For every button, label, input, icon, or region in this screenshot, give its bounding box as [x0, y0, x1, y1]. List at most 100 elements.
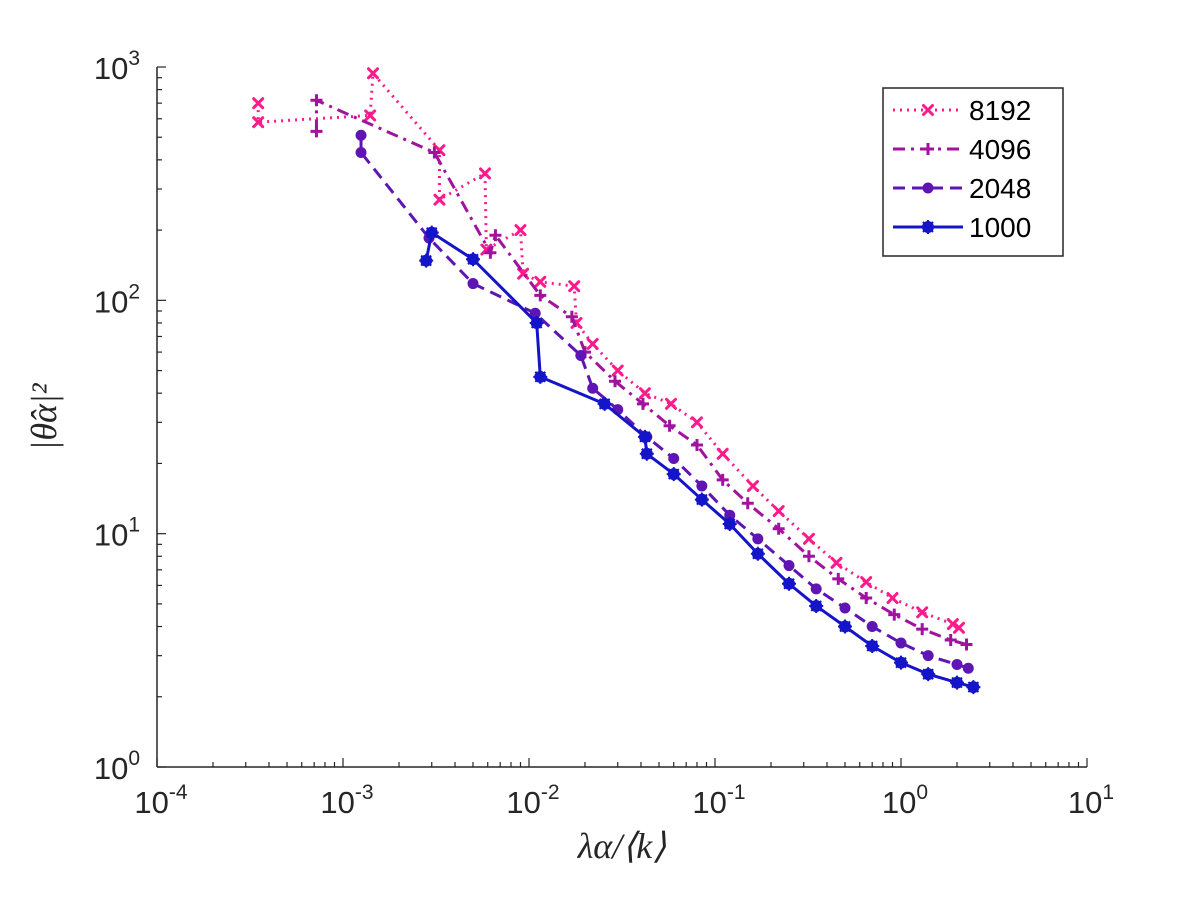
- x-tick-label: 100: [882, 781, 928, 820]
- data-point: [946, 618, 959, 631]
- data-point: [355, 129, 367, 141]
- data-point: [586, 337, 599, 350]
- legend-label: 4096: [969, 134, 1031, 165]
- data-point: [364, 109, 377, 122]
- data-point: [752, 533, 764, 545]
- legend-marker: [922, 104, 934, 116]
- data-point: [830, 556, 843, 569]
- data-point: [802, 550, 815, 563]
- data-point: [419, 253, 434, 268]
- ticks: [156, 66, 1088, 768]
- legend-entry-1000: 1000: [893, 212, 1031, 243]
- series-layer: [252, 67, 981, 695]
- series-line-8192: [256, 71, 960, 630]
- data-point: [529, 315, 544, 330]
- y-tick-label: 102: [94, 280, 140, 319]
- data-point: [367, 67, 380, 80]
- x-tick-label: 101: [1068, 781, 1114, 820]
- data-point: [489, 229, 502, 242]
- data-point: [895, 637, 907, 649]
- data-point: [597, 396, 612, 411]
- data-point: [478, 167, 491, 180]
- data-point: [310, 94, 323, 107]
- data-point: [772, 505, 785, 518]
- data-point: [860, 592, 873, 605]
- legend-marker: [921, 220, 935, 234]
- data-point: [355, 147, 367, 159]
- data-point: [865, 639, 880, 654]
- data-point: [664, 397, 677, 410]
- legend-label: 1000: [969, 212, 1031, 243]
- data-point: [424, 225, 439, 240]
- data-point: [960, 638, 973, 651]
- data-point: [587, 382, 599, 394]
- data-point: [809, 598, 824, 613]
- data-point: [724, 509, 736, 521]
- data-point: [951, 658, 963, 670]
- data-point: [949, 675, 964, 690]
- legend: 8192 4096 2048 1000: [882, 87, 1064, 257]
- data-point: [722, 517, 737, 532]
- series-1000: [419, 225, 981, 695]
- data-point: [666, 467, 681, 482]
- data-point: [534, 275, 547, 288]
- x-tick-label: 10-2: [506, 781, 559, 820]
- data-point: [636, 397, 649, 410]
- data-point: [838, 619, 853, 634]
- data-point: [696, 480, 708, 492]
- legend-entry-8192: 8192: [893, 95, 1031, 126]
- data-point: [916, 623, 929, 636]
- data-point: [637, 429, 652, 444]
- data-point: [428, 146, 441, 159]
- series-2048: [355, 129, 974, 674]
- data-point: [860, 576, 873, 589]
- x-tick-label: 10-3: [320, 781, 373, 820]
- legend-entry-4096: 4096: [893, 134, 1031, 165]
- data-point: [252, 97, 265, 110]
- data-point: [832, 572, 845, 585]
- y-tick-label: 103: [94, 47, 140, 86]
- y-axis-label: |θ̂α|²: [24, 382, 64, 450]
- data-point: [690, 416, 703, 429]
- data-point: [952, 621, 965, 634]
- legend-entry-2048: 2048: [893, 173, 1031, 204]
- data-point: [922, 650, 934, 662]
- data-point: [783, 560, 795, 572]
- legend-marker: [922, 143, 934, 155]
- legend-marker: [922, 182, 934, 194]
- data-point: [741, 497, 754, 510]
- y-tick-label: 100: [94, 747, 140, 786]
- y-tick-label: 101: [94, 514, 140, 553]
- data-point: [894, 655, 908, 670]
- data-point: [746, 480, 759, 493]
- data-point: [433, 193, 446, 206]
- data-point: [534, 289, 547, 302]
- data-point: [533, 369, 548, 384]
- data-point: [839, 602, 851, 614]
- data-point: [888, 608, 901, 621]
- data-point: [639, 446, 654, 461]
- data-point: [611, 364, 624, 377]
- data-point: [514, 224, 527, 237]
- data-point: [575, 350, 587, 362]
- data-point: [921, 667, 936, 682]
- data-point: [782, 576, 797, 591]
- data-point: [716, 473, 729, 486]
- data-point: [716, 447, 729, 460]
- data-point: [310, 125, 323, 138]
- data-point: [802, 532, 815, 545]
- data-point: [694, 492, 709, 507]
- data-point: [668, 452, 680, 464]
- axes: [156, 67, 1087, 768]
- data-point: [750, 546, 765, 561]
- data-point: [638, 387, 651, 400]
- data-point: [690, 438, 703, 451]
- series-line-4096: [314, 98, 967, 646]
- data-point: [886, 592, 899, 605]
- x-tick-label: 10-4: [134, 781, 187, 820]
- legend-label: 8192: [969, 95, 1031, 126]
- data-point: [944, 634, 957, 647]
- legend-label: 2048: [969, 173, 1031, 204]
- x-tick-label: 10-1: [692, 781, 745, 820]
